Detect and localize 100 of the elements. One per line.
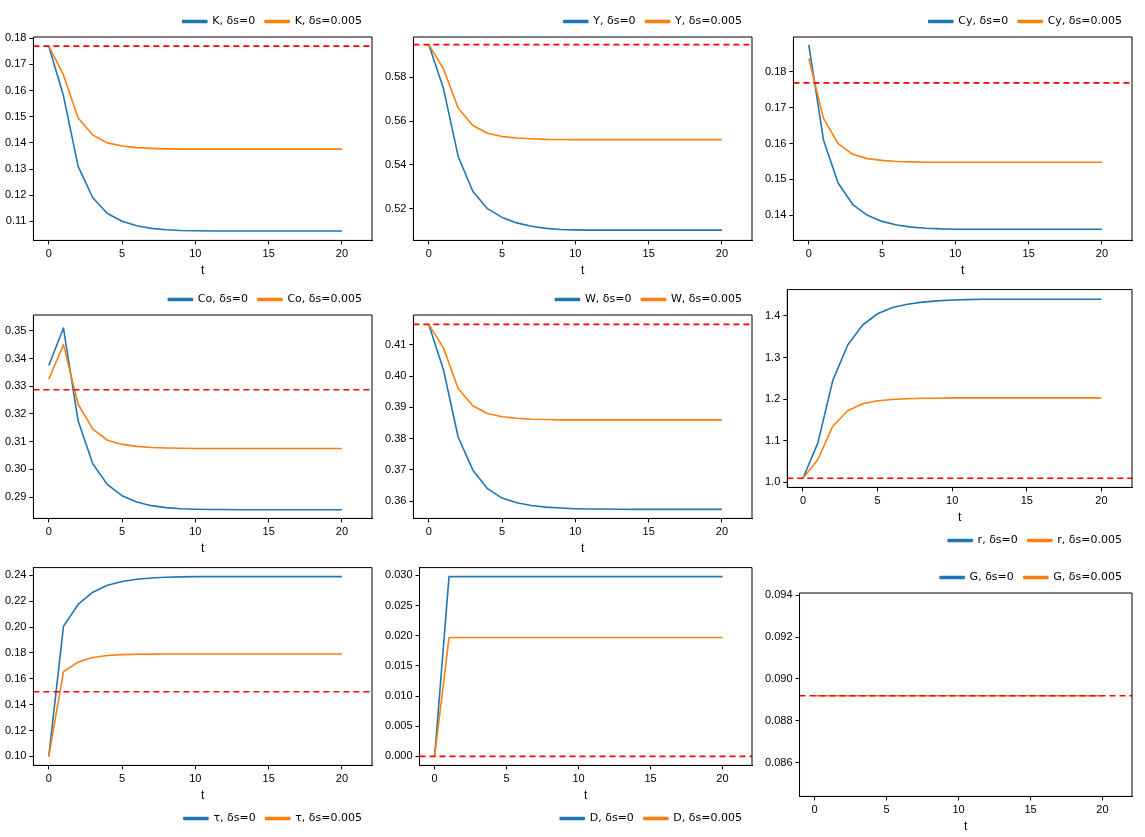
- y-tick-label: 0.086: [765, 755, 793, 768]
- legend-label: Y, δs=0.005: [674, 14, 743, 28]
- x-tick-label: 5: [499, 525, 506, 538]
- x-tick-label: 20: [1095, 494, 1108, 507]
- x-tick-label: 5: [883, 803, 890, 816]
- legend-label: Cy, δs=0.005: [1047, 14, 1123, 28]
- x-tick-label: 10: [572, 772, 585, 785]
- x-tick-label: 0: [425, 247, 432, 260]
- y-tick-label: 0.090: [765, 672, 793, 684]
- x-tick-label: 15: [1022, 247, 1035, 260]
- y-tick-label: 0.52: [384, 201, 407, 214]
- y-tick-label: 0.025: [385, 598, 413, 611]
- x-tick-label: 10: [189, 525, 202, 538]
- y-tick-label: 0.14: [4, 697, 27, 710]
- y-tick-label: 0.16: [4, 671, 27, 684]
- legend-label: Co, δs=0.005: [287, 292, 363, 306]
- y-tick-label: 0.11: [5, 214, 27, 227]
- y-tick-label: 0.22: [4, 594, 27, 607]
- y-tick-label: 0.092: [765, 630, 793, 643]
- x-axis-title: t: [201, 788, 206, 803]
- legend-label: Y, δs=0: [592, 14, 636, 28]
- y-tick-label: 0.39: [384, 400, 407, 413]
- y-tick-label: 0.40: [384, 369, 407, 382]
- x-tick-label: 10: [946, 494, 959, 507]
- x-tick-label: 15: [642, 247, 655, 260]
- x-tick-label: 10: [569, 247, 582, 260]
- x-axis-title: t: [201, 541, 206, 556]
- x-tick-label: 10: [952, 803, 965, 816]
- y-tick-label: 0.15: [764, 172, 787, 185]
- legend-label: G, δs=0.005: [1053, 570, 1122, 584]
- legend-label: r, δs=0: [977, 533, 1018, 547]
- x-tick-label: 15: [262, 525, 275, 538]
- x-tick-label: 10: [189, 247, 202, 260]
- y-tick-label: 0.20: [4, 620, 27, 633]
- y-tick-label: 0.015: [385, 658, 413, 671]
- y-tick-label: 0.56: [384, 114, 407, 127]
- x-tick-label: 20: [1096, 803, 1109, 816]
- x-tick-label: 20: [715, 247, 729, 260]
- y-tick-label: 0.000: [385, 749, 413, 762]
- y-tick-label: 0.010: [385, 689, 413, 702]
- legend-label: K, δs=0: [212, 14, 256, 28]
- x-tick-label: 5: [119, 525, 126, 538]
- y-tick-label: 0.33: [4, 379, 27, 392]
- y-tick-label: 0.020: [385, 628, 413, 641]
- x-axis-title: t: [581, 541, 586, 556]
- y-tick-label: 0.18: [4, 31, 27, 44]
- x-tick-label: 15: [644, 772, 657, 785]
- y-tick-label: 0.17: [764, 100, 787, 113]
- x-tick-label: 20: [715, 525, 729, 538]
- x-tick-label: 15: [262, 247, 275, 260]
- y-tick-label: 0.34: [4, 351, 27, 364]
- x-tick-label: 15: [1024, 803, 1037, 816]
- y-tick-label: 0.35: [4, 323, 27, 336]
- legend-label: D, δs=0.005: [673, 811, 743, 825]
- x-axis-title: t: [201, 263, 206, 278]
- x-tick-label: 5: [503, 772, 510, 785]
- y-tick-label: 0.37: [384, 462, 407, 475]
- x-tick-label: 5: [879, 247, 886, 260]
- y-tick-label: 0.10: [4, 749, 27, 762]
- x-axis-title: t: [957, 510, 962, 525]
- x-tick-label: 0: [431, 772, 438, 785]
- legend-label: K, δs=0.005: [294, 14, 362, 28]
- y-tick-label: 0.18: [764, 64, 787, 77]
- legend-label: D, δs=0: [589, 811, 634, 825]
- x-tick-label: 15: [1020, 494, 1033, 507]
- legend-label: Co, δs=0: [197, 292, 248, 306]
- legend-label: G, δs=0: [969, 570, 1014, 584]
- y-tick-label: 1.4: [764, 308, 781, 321]
- y-tick-label: 1.0: [764, 475, 781, 488]
- y-tick-label: 0.094: [765, 588, 793, 601]
- y-tick-label: 0.15: [4, 109, 27, 122]
- y-tick-label: 1.3: [764, 350, 781, 363]
- y-tick-label: 0.36: [384, 494, 407, 507]
- legend-label: Cy, δs=0: [958, 14, 1009, 28]
- y-tick-label: 0.13: [4, 162, 27, 175]
- legend-label: τ, δs=0: [213, 811, 256, 825]
- x-tick-label: 0: [45, 772, 52, 785]
- x-tick-label: 15: [262, 772, 275, 785]
- y-tick-label: 0.41: [384, 337, 407, 350]
- y-tick-label: 0.030: [385, 568, 413, 581]
- x-tick-label: 5: [874, 494, 881, 507]
- x-tick-label: 20: [335, 525, 349, 538]
- y-tick-label: 0.16: [4, 83, 27, 96]
- x-axis-title: t: [964, 819, 969, 834]
- x-tick-label: 10: [949, 247, 962, 260]
- y-tick-label: 0.24: [4, 568, 27, 581]
- x-tick-label: 10: [189, 772, 202, 785]
- y-tick-label: 1.1: [764, 433, 781, 446]
- x-tick-label: 5: [119, 247, 126, 260]
- x-tick-label: 5: [119, 772, 126, 785]
- x-tick-label: 0: [45, 247, 52, 260]
- y-tick-label: 0.18: [4, 645, 27, 658]
- x-tick-label: 0: [425, 525, 432, 538]
- y-tick-label: 0.14: [4, 135, 27, 148]
- x-tick-label: 0: [805, 247, 812, 260]
- y-tick-label: 0.30: [4, 462, 27, 475]
- x-tick-label: 0: [799, 494, 807, 507]
- y-tick-label: 0.14: [764, 208, 787, 221]
- y-tick-label: 0.38: [384, 431, 407, 444]
- x-axis-title: t: [584, 788, 589, 803]
